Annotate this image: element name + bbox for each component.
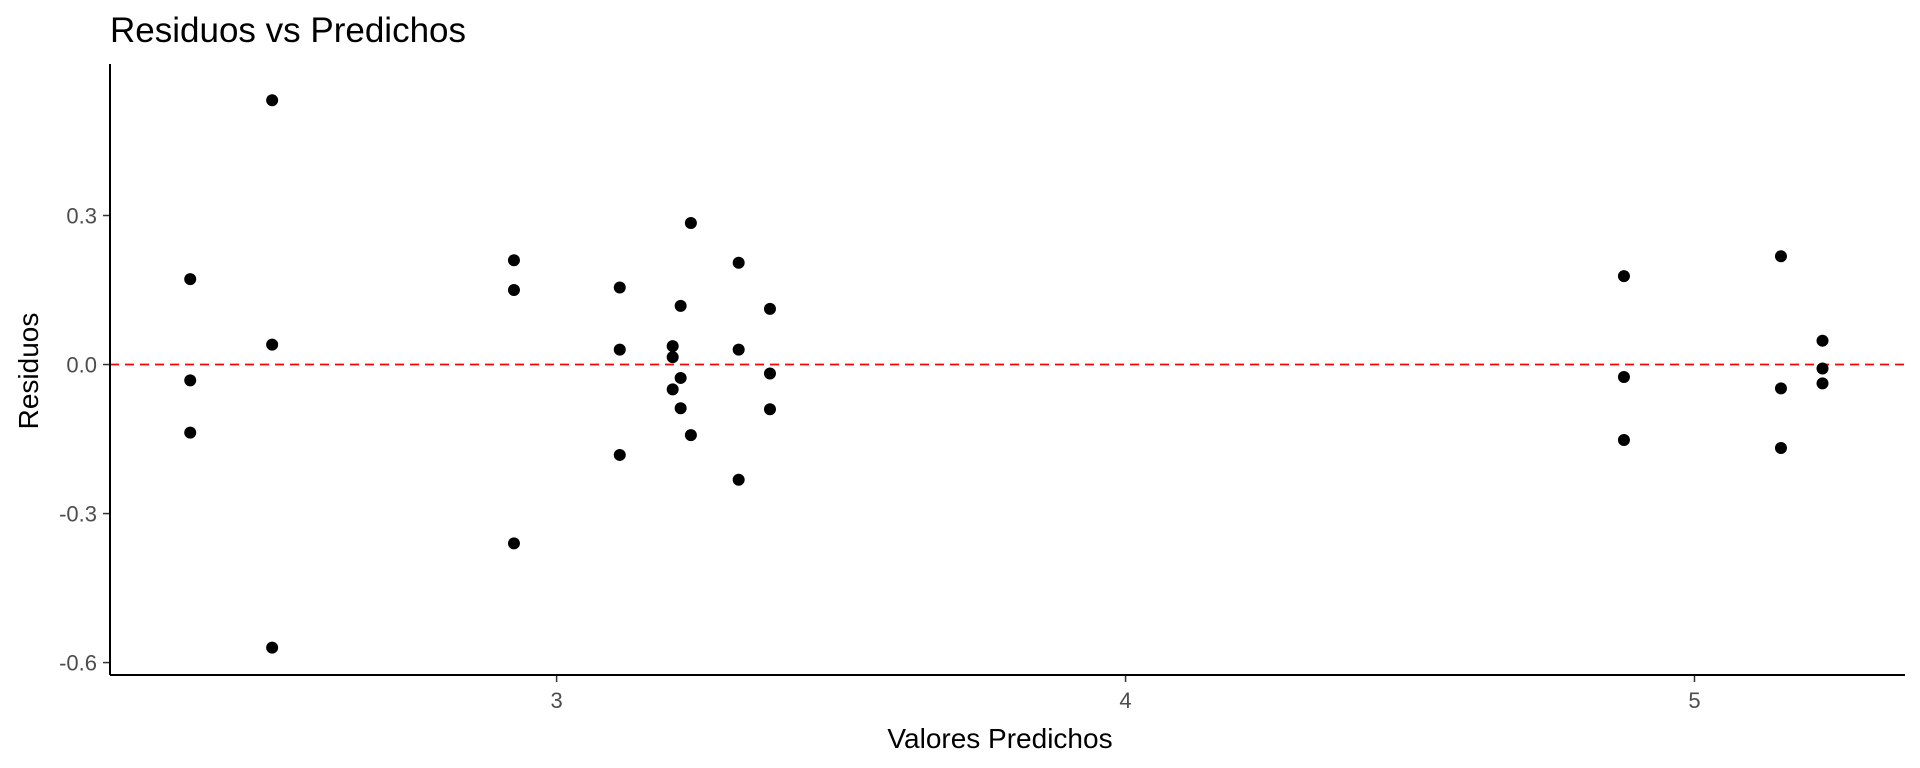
data-point (1774, 441, 1787, 454)
x-tick-label: 5 (1688, 688, 1700, 713)
data-point (732, 473, 745, 486)
y-tick-label: 0.3 (66, 204, 97, 229)
data-point (763, 403, 776, 416)
data-point (666, 351, 679, 364)
chart-title: Residuos vs Predichos (110, 11, 466, 50)
data-point (674, 402, 687, 415)
data-point (1774, 250, 1787, 263)
data-point (732, 343, 745, 356)
data-point (1816, 334, 1829, 347)
data-point (1816, 377, 1829, 390)
data-points (184, 94, 1829, 654)
data-point (507, 537, 520, 550)
y-axis-ticks: 0.3 0.0 -0.3 -0.6 (59, 204, 110, 676)
data-point (763, 367, 776, 380)
x-tick-label: 4 (1119, 688, 1131, 713)
data-point (684, 216, 697, 229)
x-axis-title: Valores Predichos (887, 723, 1112, 754)
data-point (613, 343, 626, 356)
data-point (613, 448, 626, 461)
data-point (666, 383, 679, 396)
x-axis-ticks: 3 4 5 (550, 675, 1701, 713)
data-point (1617, 270, 1630, 283)
data-point (1617, 370, 1630, 383)
data-point (266, 338, 279, 351)
data-point (1617, 434, 1630, 447)
x-tick-label: 3 (550, 688, 562, 713)
data-point (684, 429, 697, 442)
data-point (674, 299, 687, 312)
data-point (266, 94, 279, 107)
y-tick-label: -0.6 (59, 651, 97, 676)
data-point (266, 641, 279, 654)
data-point (184, 426, 197, 439)
data-point (1774, 382, 1787, 395)
data-point (1816, 362, 1829, 375)
data-point (184, 273, 197, 286)
data-point (763, 302, 776, 315)
data-point (674, 371, 687, 384)
data-point (732, 256, 745, 269)
y-tick-label: 0.0 (66, 353, 97, 378)
y-tick-label: -0.3 (59, 502, 97, 527)
data-point (507, 254, 520, 267)
data-point (613, 281, 626, 294)
data-point (507, 284, 520, 297)
y-axis-title: Residuos (13, 313, 44, 430)
data-point (184, 374, 197, 387)
data-point (666, 340, 679, 353)
